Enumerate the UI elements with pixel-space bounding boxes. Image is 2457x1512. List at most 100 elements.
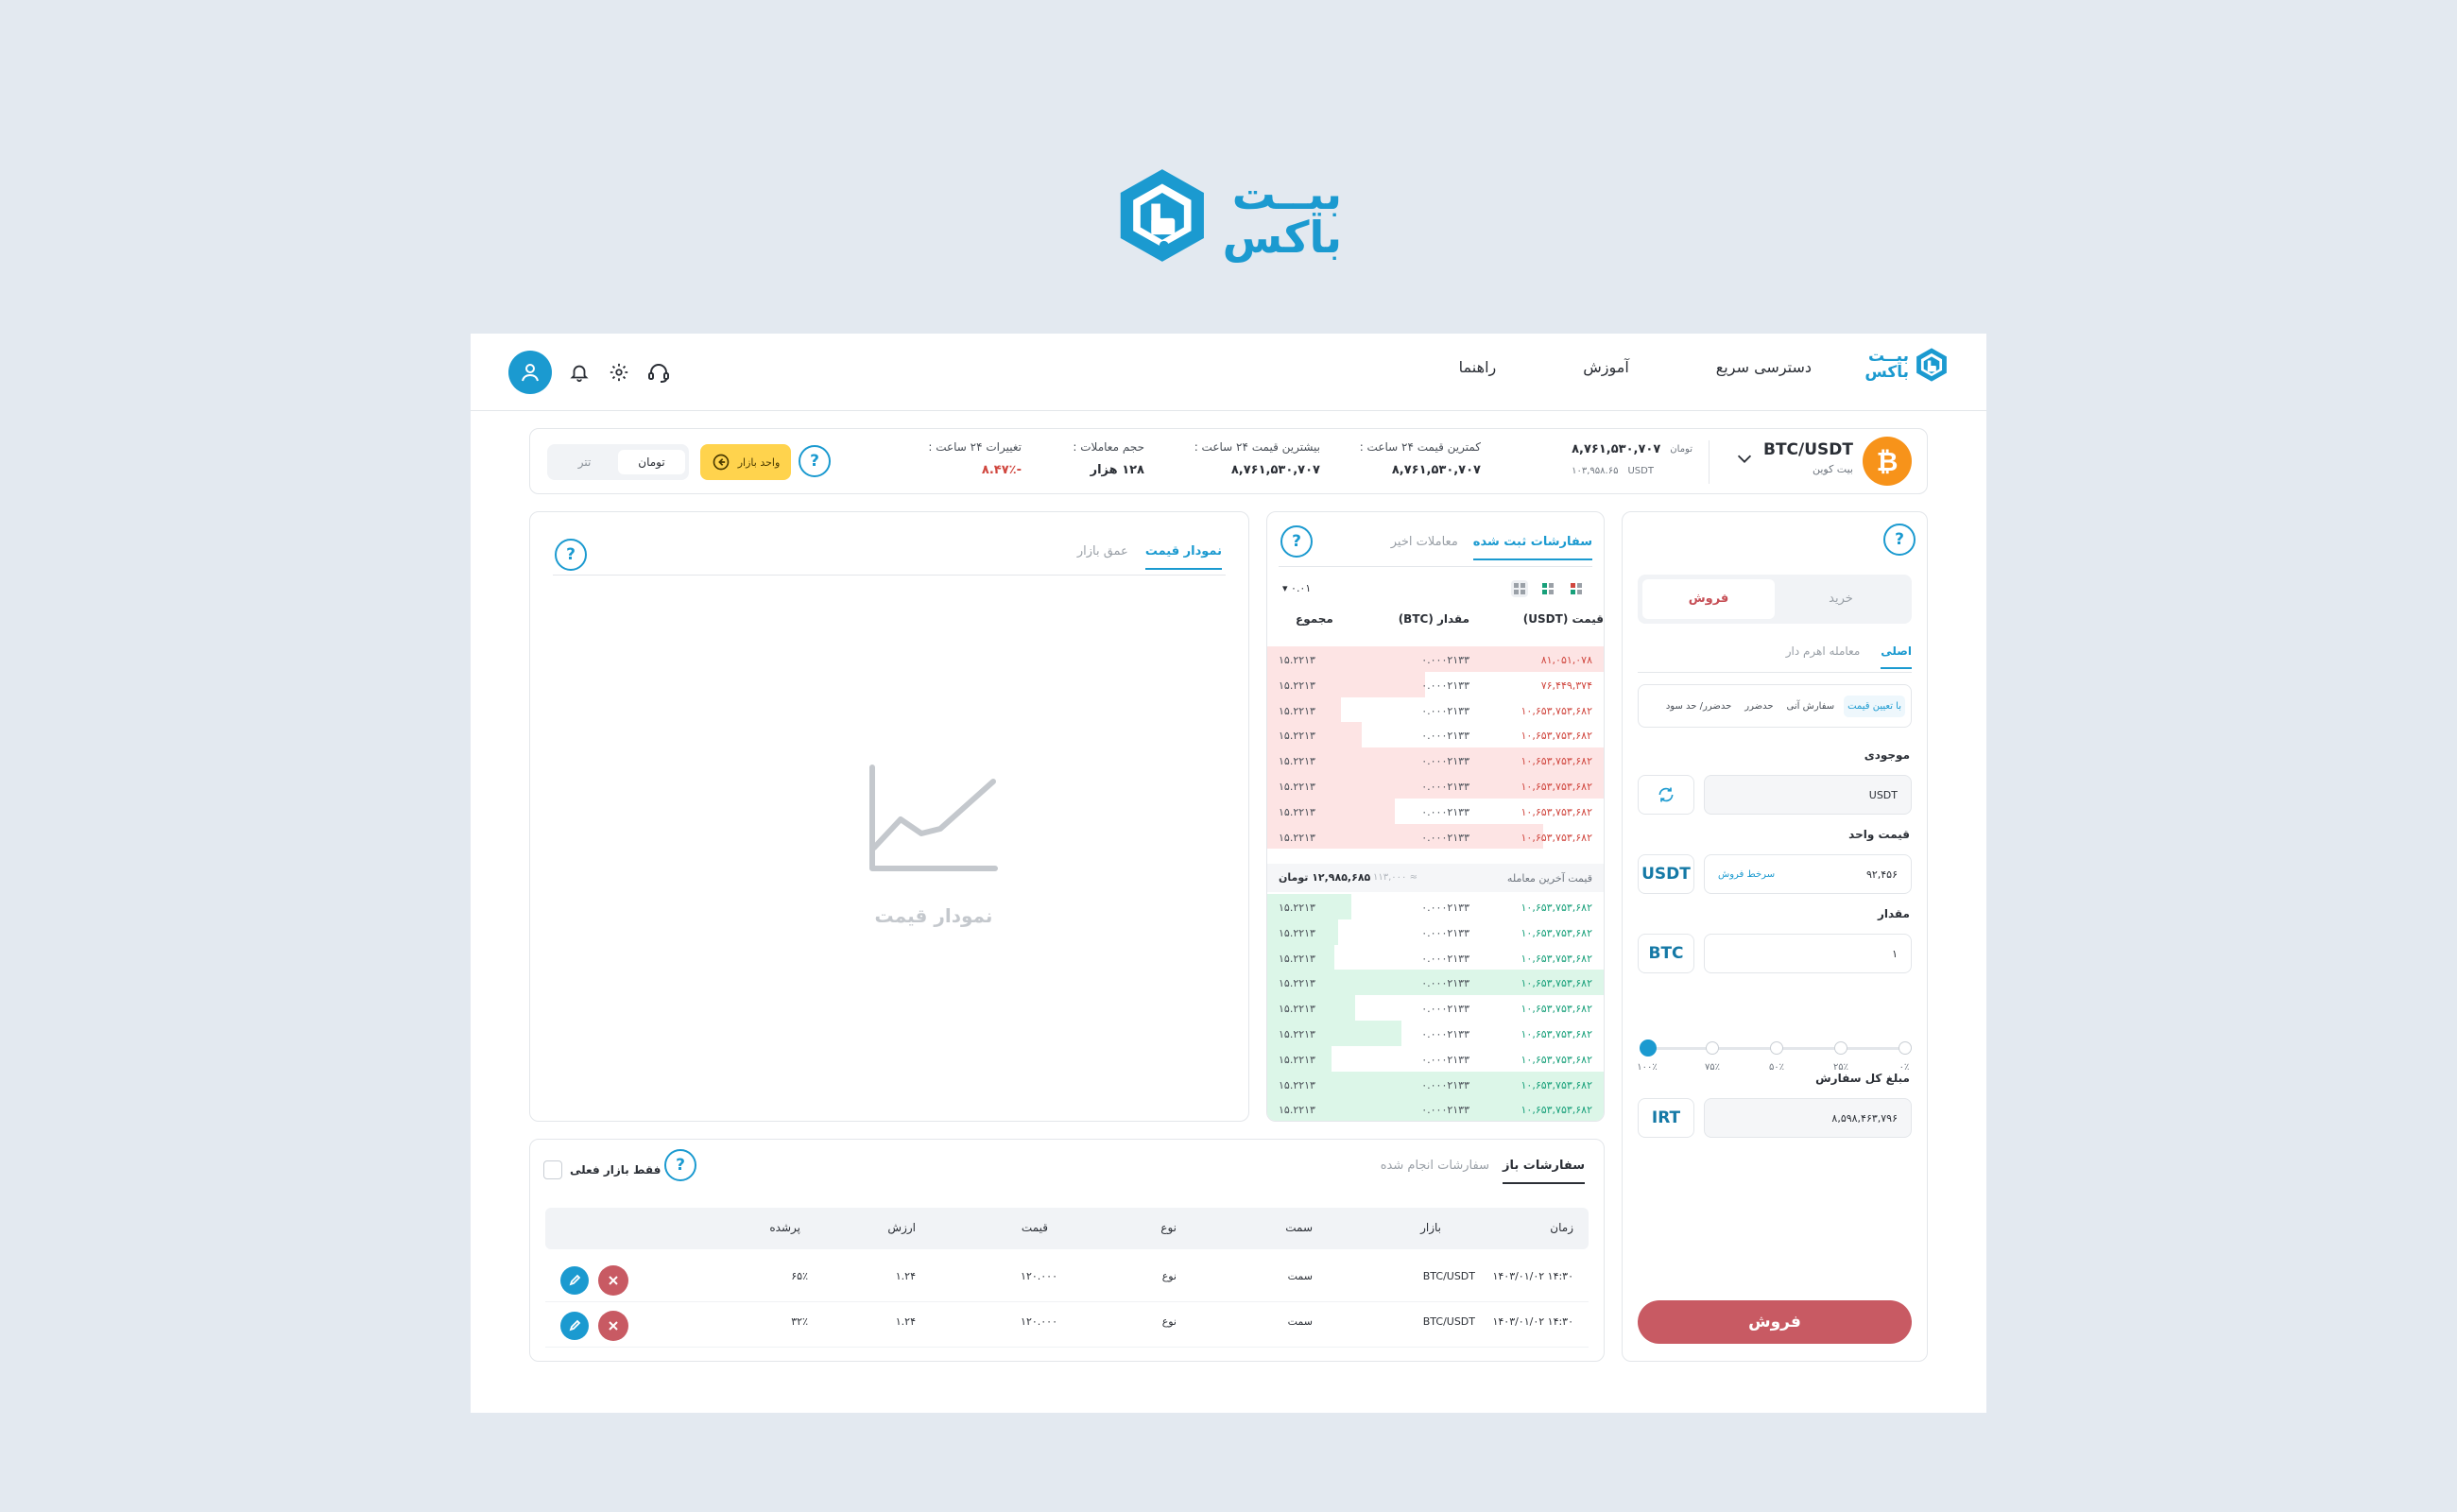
brand-small-line-1: بیــت [1868, 347, 1909, 366]
slider-stop-25[interactable] [1706, 1041, 1719, 1055]
bid-row[interactable]: ۱۰,۶۵۳,۷۵۳,۶۸۲ ۰.۰۰۰۲۱۳۳ ۱۵.۲۲۱۳ [1267, 970, 1604, 996]
chevron-down-icon[interactable] [1734, 448, 1755, 469]
edit-order-button[interactable] [560, 1312, 589, 1340]
market-ticker: ₿ BTC/USDT بیت کوین تومان ۸,۷۶۱,۵۳۰,۷۰۷ … [529, 428, 1928, 494]
amount-input[interactable]: ۱ [1704, 934, 1912, 973]
order-type-stop[interactable]: حدضرر [1744, 700, 1774, 712]
slider-handle[interactable] [1640, 1040, 1657, 1057]
slider-stop-100[interactable] [1899, 1041, 1912, 1055]
cell-side: سمت [1287, 1315, 1313, 1328]
ask-row[interactable]: ۱۰,۶۵۳,۷۵۳,۶۸۲ ۰.۰۰۰۲۱۳۳ ۱۵.۲۲۱۳ [1267, 696, 1604, 723]
pair-selector[interactable]: BTC/USDT بیت کوین [1763, 440, 1853, 475]
tab-filled-orders[interactable]: سفارشات انجام شده [1380, 1159, 1489, 1173]
cell-side: سمت [1287, 1270, 1313, 1282]
tab-recent-trades[interactable]: معاملات اخیر [1390, 535, 1458, 549]
bid-row[interactable]: ۱۰,۶۵۳,۷۵۳,۶۸۲ ۰.۰۰۰۲۱۳۳ ۱۵.۲۲۱۳ [1267, 995, 1604, 1021]
view-bids-button[interactable] [1539, 580, 1556, 597]
refresh-balance-button[interactable] [1638, 775, 1694, 815]
chart-tabs: نمودار قیمت عمق بازار [1077, 544, 1222, 570]
orderbook-help-button[interactable]: ? [1280, 525, 1313, 558]
nav-education[interactable]: آموزش [1583, 358, 1629, 376]
ask-total: ۱۵.۲۲۱۳ [1279, 654, 1315, 666]
current-market-checkbox[interactable] [543, 1160, 562, 1179]
asks-list: ۸۱,۰۵۱,۰۷۸ ۰.۰۰۰۲۱۳۳ ۱۵.۲۲۱۳ ۷۶,۴۴۹,۳۷۴ ۰.۰۰… [1267, 646, 1604, 850]
bid-row[interactable]: ۱۰,۶۵۳,۷۵۳,۶۸۲ ۰.۰۰۰۲۱۳۳ ۱۵.۲۲۱۳ [1267, 944, 1604, 971]
bid-row[interactable]: ۱۰,۶۵۳,۷۵۳,۶۸۲ ۰.۰۰۰۲۱۳۳ ۱۵.۲۲۱۳ [1267, 919, 1604, 945]
support-button[interactable] [646, 360, 671, 385]
order-type-limit[interactable]: با تعیین قیمت [1844, 695, 1905, 717]
ticker-help-button[interactable]: ? [799, 445, 831, 477]
chart-help-button[interactable]: ? [555, 539, 587, 571]
bid-price: ۱۰,۶۵۳,۷۵۳,۶۸۲ [1521, 1053, 1592, 1066]
stat-low-label: کمترین قیمت ۲۴ ساعت : [1359, 440, 1481, 454]
trade-help-button[interactable]: ? [1883, 524, 1916, 556]
slider-stop-75[interactable] [1834, 1041, 1847, 1055]
bid-amount: ۰.۰۰۰۲۱۳۳ [1421, 902, 1469, 914]
orderbook-view-switch [1511, 580, 1585, 597]
cancel-order-button[interactable] [598, 1265, 628, 1296]
brand-small-line-2: باکس [1864, 363, 1909, 382]
orders-table-header: زمان بازار سمت نوع قیمت ارزش پرشده [545, 1208, 1589, 1249]
toggle-tether[interactable]: تتر [577, 455, 592, 469]
nav-quick-access[interactable]: دسترسی سریع [1715, 358, 1812, 376]
col-total: مجموع [1296, 612, 1333, 626]
chart-panel: ? نمودار قیمت عمق بازار نمودار قیمت [529, 511, 1249, 1122]
ask-row[interactable]: ۷۶,۴۴۹,۳۷۴ ۰.۰۰۰۲۱۳۳ ۱۵.۲۲۱۳ [1267, 671, 1604, 697]
bid-row[interactable]: ۱۰,۶۵۳,۷۵۳,۶۸۲ ۰.۰۰۰۲۱۳۳ ۱۵.۲۲۱۳ [1267, 1071, 1604, 1097]
stat-low-24h: کمترین قیمت ۲۴ ساعت : ۸,۷۶۱,۵۳۰,۷۰۷ [1360, 440, 1481, 477]
order-total-field: ۸,۵۹۸,۴۶۳,۷۹۶ [1704, 1098, 1912, 1138]
bid-row[interactable]: ۱۰,۶۵۳,۷۵۳,۶۸۲ ۰.۰۰۰۲۱۳۳ ۱۵.۲۲۱۳ [1267, 1020, 1604, 1046]
divider [1638, 672, 1912, 673]
bid-row[interactable]: ۱۰,۶۵۳,۷۵۳,۶۸۲ ۰.۰۰۰۲۱۳۳ ۱۵.۲۲۱۳ [1267, 1096, 1604, 1121]
slider-stop-50[interactable] [1770, 1041, 1783, 1055]
best-ask-link[interactable]: سرخط فروش [1718, 868, 1776, 880]
ask-row[interactable]: ۱۰,۶۵۳,۷۵۳,۶۸۲ ۰.۰۰۰۲۱۳۳ ۱۵.۲۲۱۳ [1267, 798, 1604, 824]
cancel-order-button[interactable] [598, 1311, 628, 1341]
sell-submit-button[interactable]: فروش [1638, 1300, 1912, 1344]
tab-open-orders[interactable]: سفارشات باز [1502, 1159, 1585, 1184]
cell-value: ۱.۲۴ [895, 1270, 916, 1282]
last-price-irt: ۸,۷۶۱,۵۳۰,۷۰۷ [1572, 442, 1661, 456]
ask-row[interactable]: ۱۰,۶۵۳,۷۵۳,۶۸۲ ۰.۰۰۰۲۱۳۳ ۱۵.۲۲۱۳ [1267, 722, 1604, 748]
market-unit-button[interactable]: واحد بازار [700, 444, 791, 480]
stat-change-label: تغییرات ۲۴ ساعت : [928, 440, 1022, 454]
tab-market-depth[interactable]: عمق بازار [1076, 544, 1128, 558]
table-row: ۱۴:۳۰ ۱۴۰۳/۰۱/۰۲ BTC/USDT سمت نوع ۱۲۰.۰۰۰ ۱.۲… [545, 1302, 1589, 1348]
tab-spot[interactable]: اصلی [1881, 644, 1912, 669]
ask-row[interactable]: ۱۰,۶۵۳,۷۵۳,۶۸۲ ۰.۰۰۰۲۱۳۳ ۱۵.۲۲۱۳ [1267, 747, 1604, 773]
nav-guide[interactable]: راهنما [1458, 358, 1497, 376]
toggle-toman[interactable]: تومان [618, 450, 685, 474]
sell-tab[interactable]: فروش [1642, 579, 1775, 619]
user-avatar-button[interactable] [508, 351, 552, 394]
bid-depth-bar [1267, 970, 1604, 996]
ask-total: ۱۵.۲۲۱۳ [1279, 730, 1315, 743]
tab-order-book[interactable]: سفارشات ثبت شده [1472, 535, 1592, 560]
notifications-button[interactable] [567, 360, 592, 385]
order-type-market[interactable]: سفارش آنی [1786, 700, 1835, 712]
slider-label-50: ۵۰٪ [1768, 1062, 1785, 1073]
ask-row[interactable]: ۱۰,۶۵۳,۷۵۳,۶۸۲ ۰.۰۰۰۲۱۳۳ ۱۵.۲۲۱۳ [1267, 772, 1604, 799]
tab-price-chart[interactable]: نمودار قیمت [1144, 544, 1222, 570]
pair-symbol: BTC/USDT [1763, 440, 1853, 459]
ask-row[interactable]: ۱۰,۶۵۳,۷۵۳,۶۸۲ ۰.۰۰۰۲۱۳۳ ۱۵.۲۲۱۳ [1267, 823, 1604, 850]
bid-row[interactable]: ۱۰,۶۵۳,۷۵۳,۶۸۲ ۰.۰۰۰۲۱۳۳ ۱۵.۲۲۱۳ [1267, 1045, 1604, 1072]
brand-logo-small[interactable]: بیــت باکس [1864, 347, 1949, 383]
ask-amount: ۰.۰۰۰۲۱۳۳ [1421, 755, 1469, 768]
ask-row[interactable]: ۸۱,۰۵۱,۰۷۸ ۰.۰۰۰۲۱۳۳ ۱۵.۲۲۱۳ [1267, 646, 1604, 672]
top-actions [508, 351, 671, 394]
current-market-filter[interactable]: فقط بازار فعلی [543, 1160, 661, 1179]
unit-price-input[interactable]: ۹۲,۴۵۶ سرخط فروش [1704, 854, 1912, 894]
settings-button[interactable] [607, 360, 631, 385]
bid-row[interactable]: ۱۰,۶۵۳,۷۵۳,۶۸۲ ۰.۰۰۰۲۱۳۳ ۱۵.۲۲۱۳ [1267, 894, 1604, 919]
edit-order-button[interactable] [560, 1266, 589, 1295]
amount-percent-slider[interactable]: ۰٪ ۲۵٪ ۵۰٪ ۷۵٪ ۱۰۰٪ [1637, 1040, 1912, 1077]
orders-help-button[interactable]: ? [664, 1149, 696, 1181]
order-type-stop-limit[interactable]: حدضرر/ حد سود [1665, 700, 1732, 712]
view-asks-button[interactable] [1511, 580, 1528, 597]
cell-filled: ۳۲٪ [791, 1315, 808, 1328]
precision-select[interactable]: ▾ ۰.۰۱ [1282, 582, 1311, 594]
buy-tab[interactable]: خرید [1829, 592, 1853, 606]
tab-leverage[interactable]: معامله اهرم دار [1785, 644, 1861, 658]
view-both-button[interactable] [1568, 580, 1585, 597]
line-chart-icon [869, 765, 998, 871]
